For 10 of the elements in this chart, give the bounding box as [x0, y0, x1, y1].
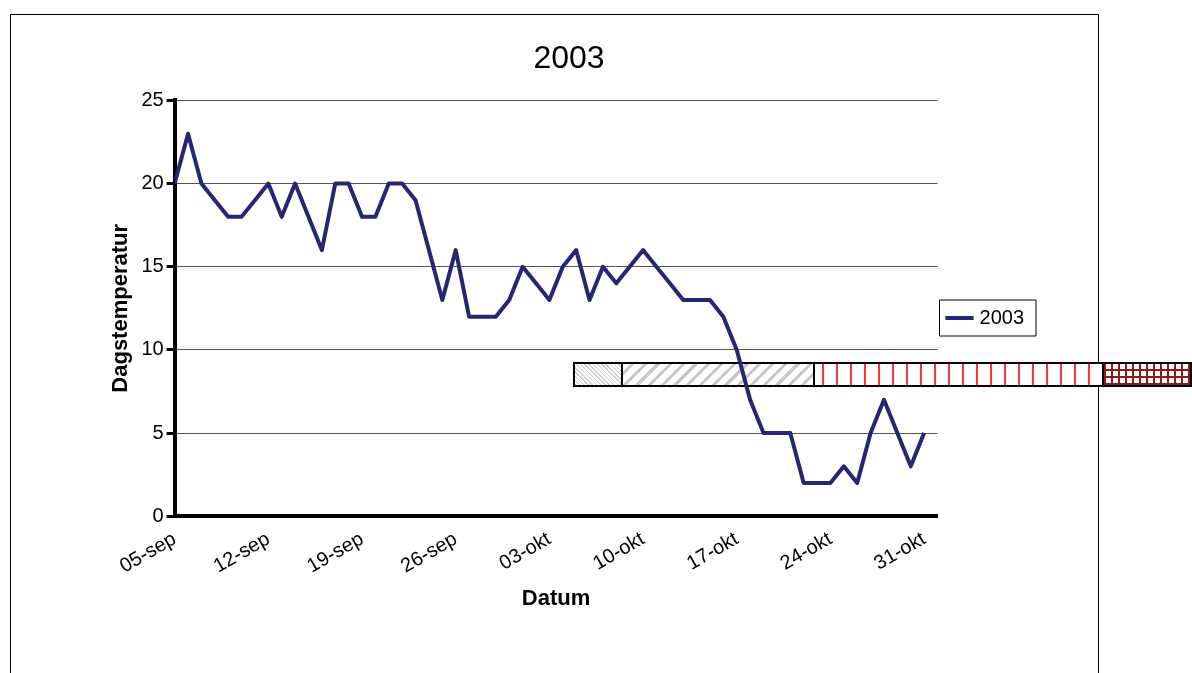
- y-axis-title: Dagstemperatur: [107, 223, 133, 393]
- y-tick-label: 0: [152, 503, 164, 526]
- y-tick-label: 25: [141, 87, 164, 110]
- x-axis-title: Datum: [521, 584, 591, 610]
- y-tick-label: 5: [152, 420, 164, 443]
- legend-label: 2003: [979, 305, 1025, 328]
- chart-title: 2003: [533, 39, 605, 76]
- y-tick-label: 15: [141, 254, 164, 277]
- y-tick-label: 20: [141, 171, 164, 194]
- y-tick-label: 10: [141, 337, 164, 360]
